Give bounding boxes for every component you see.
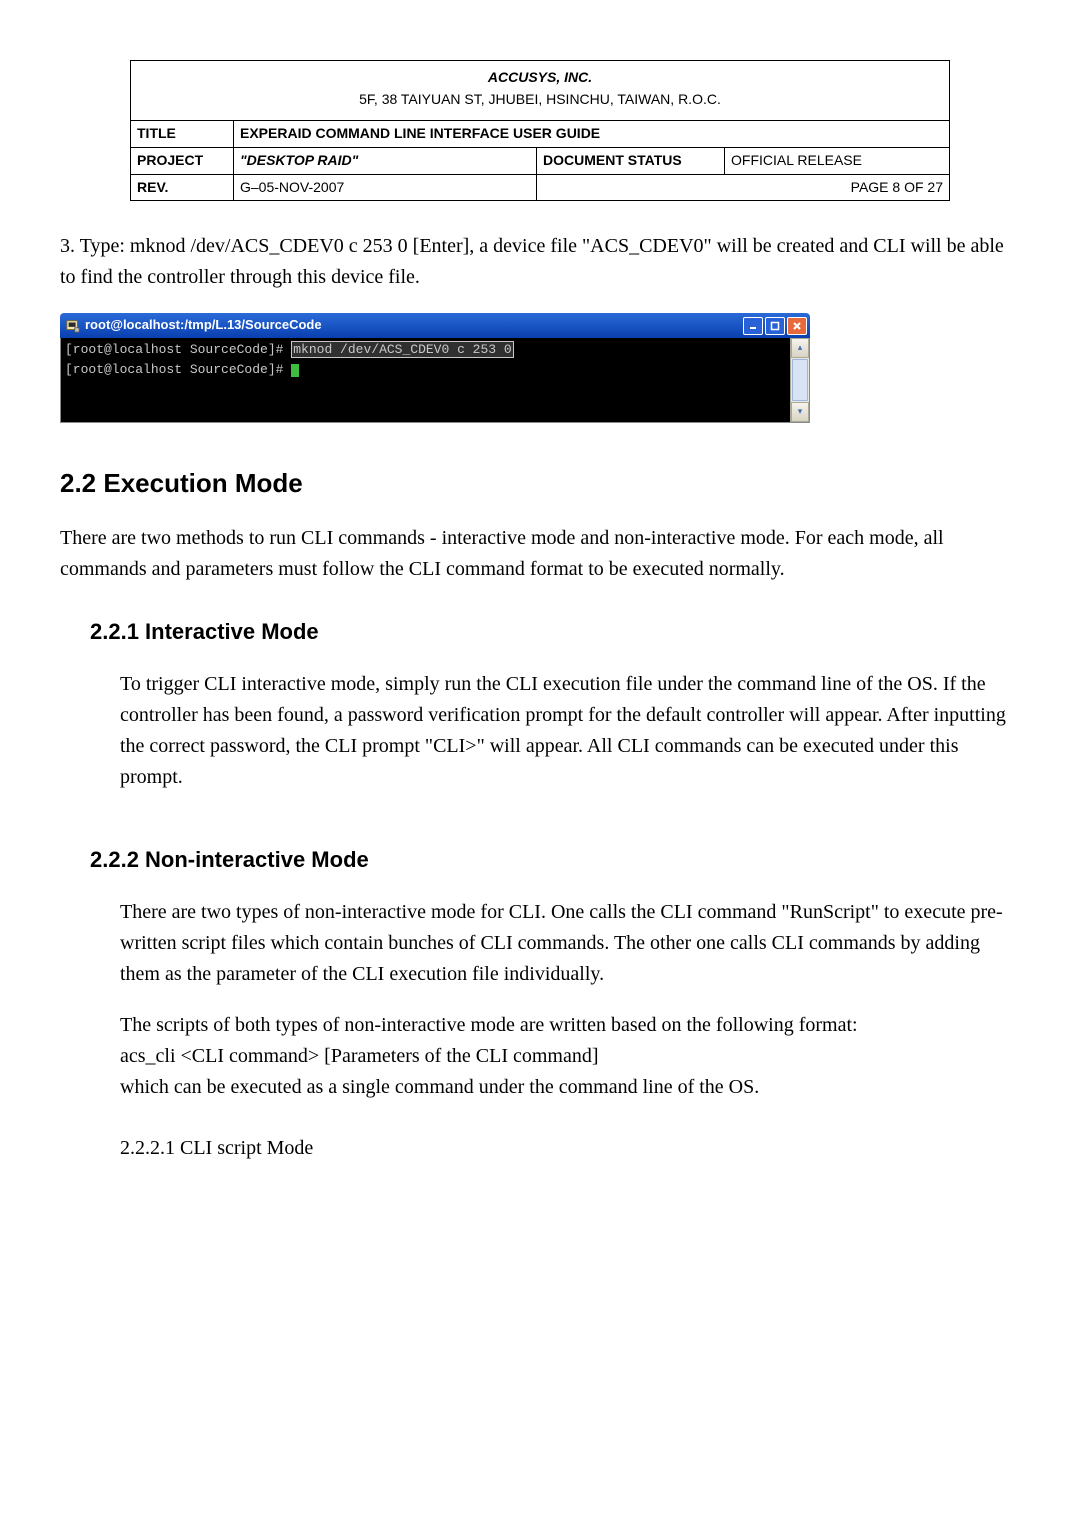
section-2-2-2-1-title: 2.2.2.1 CLI script Mode bbox=[120, 1133, 1020, 1164]
step3-text: 3. Type: mknod /dev/ACS_CDEV0 c 253 0 [E… bbox=[60, 231, 1020, 293]
putty-icon bbox=[66, 319, 80, 333]
scroll-up-button[interactable]: ▴ bbox=[791, 338, 809, 358]
title-value: EXPERAID COMMAND LINE INTERFACE USER GUI… bbox=[234, 121, 950, 148]
section-2-2-2-p2: The scripts of both types of non-interac… bbox=[120, 1010, 1020, 1103]
terminal-body: [root@localhost SourceCode]# mknod /dev/… bbox=[61, 338, 790, 422]
company-name: ACCUSYS, INC. bbox=[488, 69, 592, 85]
terminal-command: mknod /dev/ACS_CDEV0 c 253 0 bbox=[291, 341, 513, 358]
cursor-icon bbox=[291, 364, 299, 377]
rev-value: G–05-NOV-2007 bbox=[234, 174, 537, 201]
scroll-thumb[interactable] bbox=[792, 359, 808, 401]
scrollbar[interactable]: ▴ ▾ bbox=[790, 338, 809, 422]
title-label: TITLE bbox=[131, 121, 234, 148]
section-2-2-2-p1: There are two types of non-interactive m… bbox=[120, 897, 1020, 990]
docstat-value: OFFICIAL RELEASE bbox=[725, 148, 950, 175]
docstat-label: DOCUMENT STATUS bbox=[537, 148, 725, 175]
terminal-title: root@localhost:/tmp/L.13/SourceCode bbox=[85, 315, 322, 335]
project-value: "DESKTOP RAID" bbox=[234, 148, 537, 175]
project-label: PROJECT bbox=[131, 148, 234, 175]
section-2-2-title: 2.2 Execution Mode bbox=[60, 463, 1020, 503]
terminal-screenshot: root@localhost:/tmp/L.13/SourceCode [roo… bbox=[60, 313, 810, 422]
maximize-button[interactable] bbox=[765, 317, 785, 335]
section-2-2-2-title: 2.2.2 Non-interactive Mode bbox=[90, 843, 1020, 877]
page-info: PAGE 8 OF 27 bbox=[537, 174, 950, 201]
section-2-2-body: There are two methods to run CLI command… bbox=[60, 523, 1020, 585]
terminal-titlebar: root@localhost:/tmp/L.13/SourceCode bbox=[60, 313, 810, 337]
rev-label: REV. bbox=[131, 174, 234, 201]
section-2-2-1-body: To trigger CLI interactive mode, simply … bbox=[120, 669, 1020, 793]
close-button[interactable] bbox=[787, 317, 807, 335]
document-header-table: ACCUSYS, INC. 5F, 38 TAIYUAN ST, JHUBEI,… bbox=[130, 60, 950, 201]
section-2-2-1-title: 2.2.1 Interactive Mode bbox=[90, 615, 1020, 649]
company-address: 5F, 38 TAIYUAN ST, JHUBEI, HSINCHU, TAIW… bbox=[359, 91, 721, 107]
scroll-down-button[interactable]: ▾ bbox=[791, 402, 809, 422]
minimize-button[interactable] bbox=[743, 317, 763, 335]
